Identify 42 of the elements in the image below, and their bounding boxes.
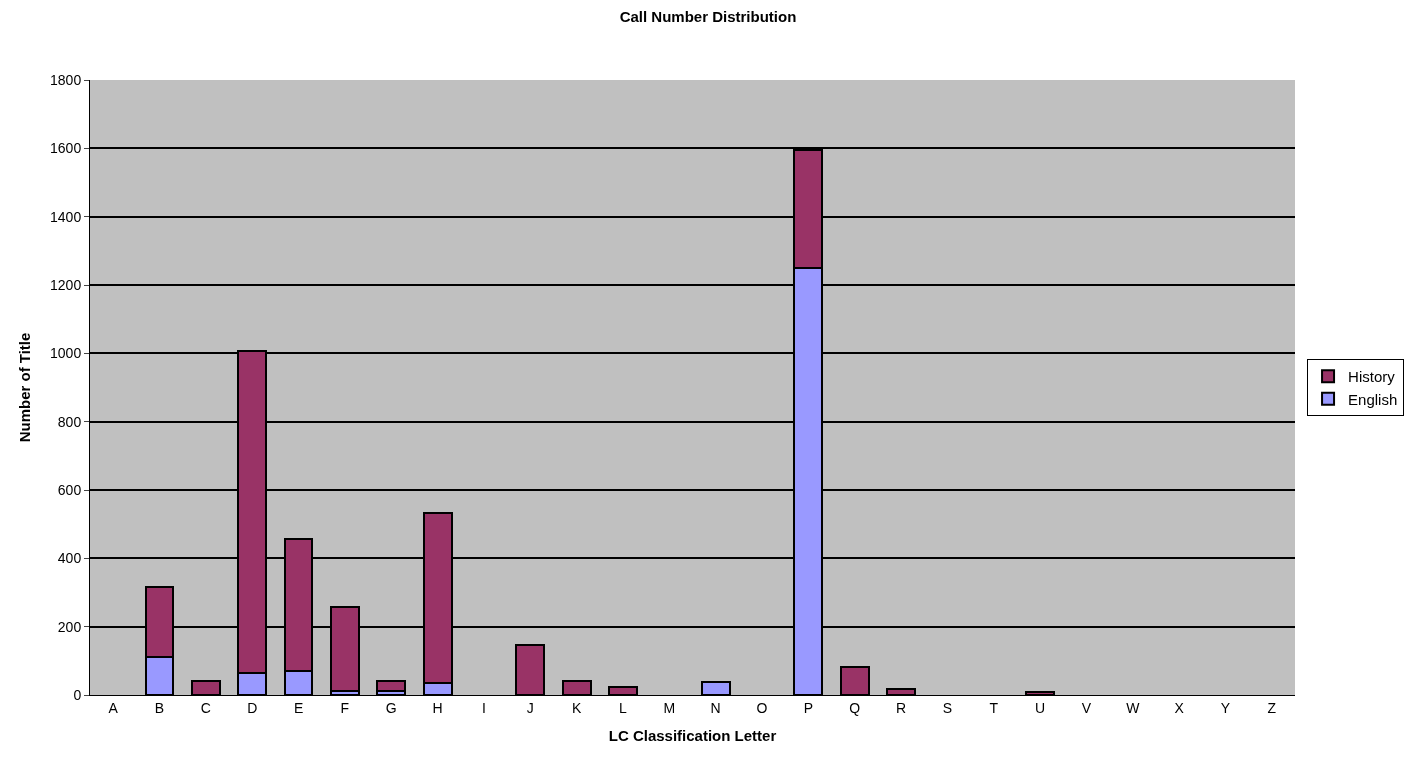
x-axis-title: LC Classification Letter (608, 726, 777, 744)
x-tick-label: N (710, 699, 721, 716)
y-tick-label: 0 (73, 686, 82, 703)
x-tick-label: H (432, 699, 443, 716)
x-tick-label: P (803, 699, 814, 716)
y-tick-label: 800 (57, 413, 82, 430)
y-tick-label: 400 (57, 550, 82, 567)
x-tick-label: J (526, 699, 534, 716)
legend-label: English (1348, 390, 1398, 408)
x-tick-label: O (756, 699, 768, 716)
x-tick-label: S (942, 699, 953, 716)
x-tick-label: X (1174, 699, 1185, 716)
x-tick-label: M (663, 699, 676, 716)
x-tick-label: L (619, 699, 628, 716)
y-tick-label: 1400 (50, 208, 82, 225)
x-tick-label: I (481, 699, 486, 716)
chart-title: Call Number Distribution (619, 7, 797, 25)
x-tick-label: U (1035, 699, 1046, 716)
bar (376, 679, 407, 692)
y-tick-label: 200 (57, 618, 82, 635)
x-tick-label: T (989, 699, 999, 716)
y-tick-label: 1600 (50, 140, 82, 157)
legend-label: History (1348, 368, 1396, 386)
x-tick-label: D (247, 699, 258, 716)
x-tick-label: F (340, 699, 350, 716)
x-tick-label: W (1126, 699, 1141, 716)
x-tick-label: C (200, 699, 211, 716)
y-tick-label: 1000 (50, 345, 82, 362)
x-tick-label: G (385, 699, 397, 716)
x-tick-label: Z (1267, 699, 1277, 716)
y-tick-label: 1200 (50, 276, 82, 293)
x-tick-label: Y (1220, 699, 1231, 716)
x-tick-label: E (293, 699, 304, 716)
x-tick-label: Q (849, 699, 861, 716)
y-tick-label: 1800 (50, 71, 82, 88)
x-tick-label: V (1081, 699, 1092, 716)
x-tick-label: A (108, 699, 119, 716)
y-tick-label: 600 (57, 481, 82, 498)
x-tick-label: K (571, 699, 582, 716)
x-tick-label: R (896, 699, 907, 716)
y-axis-title: Number of Title (16, 332, 34, 443)
x-tick-label: B (154, 699, 165, 716)
